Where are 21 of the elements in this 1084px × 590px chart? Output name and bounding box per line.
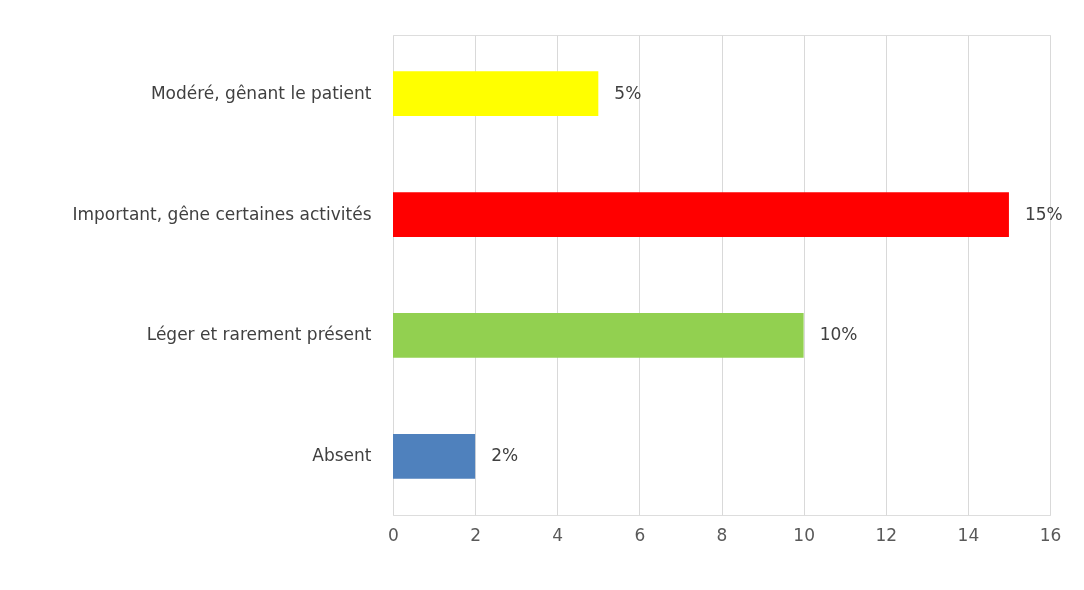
x-tick-label: 14 xyxy=(957,524,980,545)
bar xyxy=(393,433,476,479)
x-tick-label: 12 xyxy=(875,524,898,545)
x-tick-label: 6 xyxy=(634,524,646,545)
x-tick-label: 16 xyxy=(1039,524,1062,545)
x-tick-label: 10 xyxy=(793,524,815,545)
y-tick-label: Important, gêne certaines activités xyxy=(72,203,372,224)
bar xyxy=(393,71,599,117)
y-tick-label: Absent xyxy=(312,445,372,466)
bar xyxy=(393,192,1009,237)
data-label: 15% xyxy=(1024,203,1063,224)
x-tick-label: 8 xyxy=(716,524,728,545)
data-label: 2% xyxy=(491,445,519,466)
y-tick-label: Léger et rarement présent xyxy=(146,324,372,345)
x-tick-label: 4 xyxy=(552,524,564,545)
y-tick-label: Modéré, gênant le patient xyxy=(150,82,372,103)
bar xyxy=(393,313,804,358)
x-tick-label: 2 xyxy=(470,524,482,545)
x-tick-label: 0 xyxy=(388,524,399,545)
data-label: 10% xyxy=(819,324,858,345)
data-label: 5% xyxy=(614,82,642,103)
